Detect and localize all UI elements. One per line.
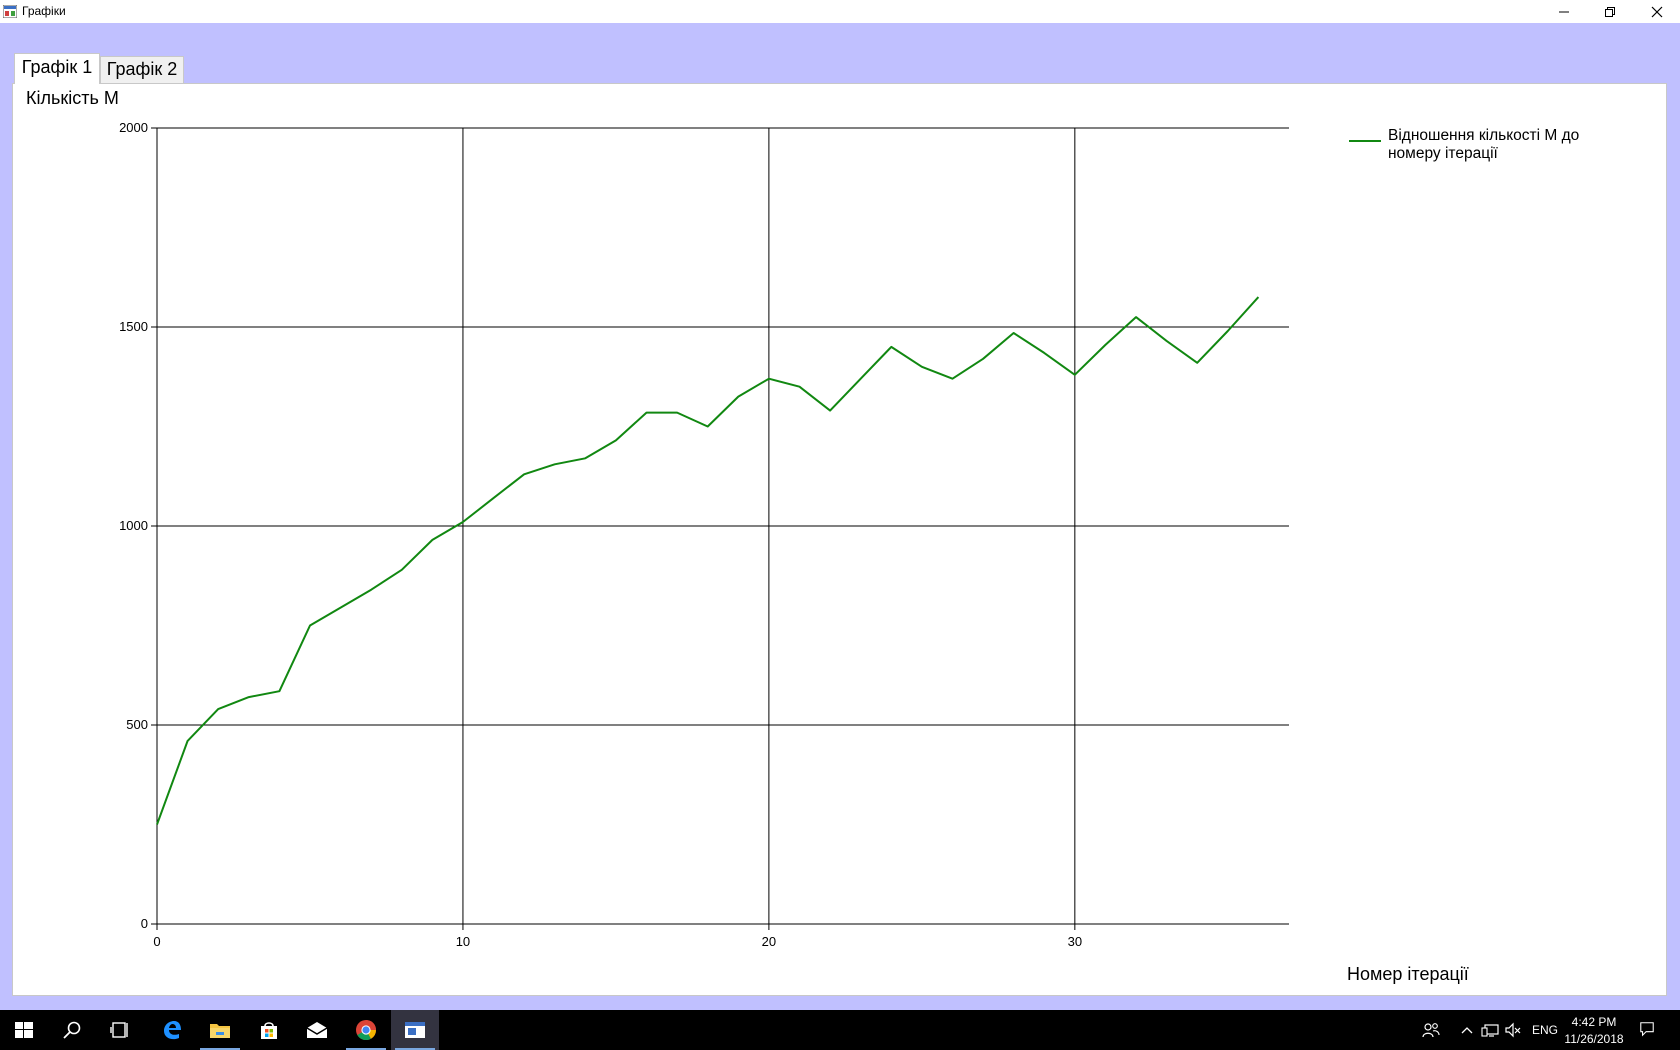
language-indicator[interactable]: ENG bbox=[1532, 1023, 1559, 1037]
close-button[interactable] bbox=[1634, 0, 1680, 23]
edge-icon bbox=[164, 1021, 181, 1040]
series-line bbox=[156, 296, 1260, 825]
restore-button[interactable] bbox=[1587, 0, 1633, 23]
line-chart: 0 500 1000 1500 2000 0 10 20 30 bbox=[119, 120, 1289, 949]
mail-icon bbox=[306, 1022, 328, 1038]
people-icon[interactable] bbox=[1422, 1022, 1440, 1038]
chart-ticks: 0 500 1000 1500 2000 0 10 20 30 bbox=[119, 120, 1082, 949]
chart-series bbox=[156, 296, 1260, 825]
y-tick-label: 500 bbox=[126, 717, 148, 732]
title-bar: Графіки bbox=[0, 0, 1680, 23]
x-tick-label: 30 bbox=[1068, 934, 1082, 949]
minimize-button[interactable] bbox=[1541, 0, 1587, 23]
chart-grid bbox=[151, 127, 1289, 930]
restore-icon bbox=[1605, 7, 1615, 17]
chrome-icon bbox=[356, 1020, 377, 1041]
clock-date[interactable]: 11/26/2018 bbox=[1564, 1032, 1624, 1046]
store-icon bbox=[261, 1022, 277, 1039]
legend-label: Відношення кількості M до номеру ітераці… bbox=[1388, 127, 1580, 162]
volume-muted-icon[interactable] bbox=[1504, 1022, 1522, 1038]
window-title: Графіки bbox=[22, 4, 66, 18]
file-explorer-icon bbox=[210, 1024, 230, 1038]
notifications-icon[interactable] bbox=[1638, 1021, 1656, 1037]
tab-panel: 0 500 1000 1500 2000 0 10 20 30 Кількість M Номе… bbox=[12, 83, 1667, 996]
taskbar: ENG 4:42 PM 11/26/2018 bbox=[0, 1010, 1680, 1050]
y-tick-label: 1000 bbox=[119, 518, 148, 533]
tab-graph-1[interactable]: Графік 1 bbox=[14, 53, 100, 84]
windows-start-icon bbox=[15, 1022, 33, 1038]
y-tick-label: 1500 bbox=[119, 319, 148, 334]
app-icon bbox=[3, 5, 17, 18]
x-tick-label: 20 bbox=[762, 934, 776, 949]
edge-button[interactable] bbox=[148, 1010, 196, 1050]
x-tick-label: 10 bbox=[456, 934, 470, 949]
minimize-icon bbox=[1559, 11, 1569, 13]
search-button[interactable] bbox=[48, 1010, 96, 1050]
windows-start-button[interactable] bbox=[0, 1010, 48, 1050]
store-button[interactable] bbox=[245, 1010, 293, 1050]
x-axis-label: Номер ітерації bbox=[1347, 964, 1469, 984]
y-tick-label: 2000 bbox=[119, 120, 148, 135]
search-icon bbox=[63, 1021, 81, 1039]
task-view-button[interactable] bbox=[96, 1010, 144, 1050]
mail-button[interactable] bbox=[293, 1010, 341, 1050]
network-icon[interactable] bbox=[1481, 1022, 1499, 1038]
legend-swatch bbox=[1349, 140, 1381, 142]
x-tick-label: 0 bbox=[153, 934, 160, 949]
clock-time[interactable]: 4:42 PM bbox=[1571, 1015, 1617, 1029]
chrome-button[interactable] bbox=[342, 1010, 390, 1050]
y-tick-label: 0 bbox=[141, 916, 148, 931]
y-axis-label: Кількість M bbox=[26, 88, 119, 108]
close-icon bbox=[1651, 6, 1663, 18]
tab-graph-2[interactable]: Графік 2 bbox=[100, 56, 184, 83]
file-explorer-button[interactable] bbox=[196, 1010, 244, 1050]
task-view-icon bbox=[110, 1022, 128, 1038]
app-window-icon bbox=[405, 1022, 425, 1038]
app-window-button[interactable] bbox=[391, 1010, 439, 1050]
chevron-up-icon[interactable] bbox=[1458, 1022, 1476, 1038]
